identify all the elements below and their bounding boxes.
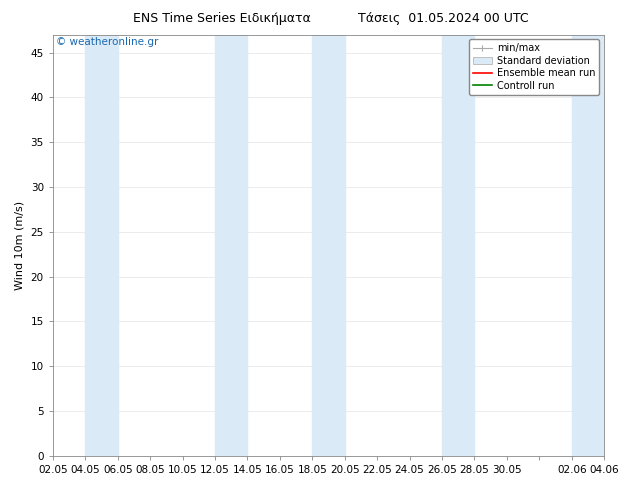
Text: Τάσεις  01.05.2024 00 UTC: Τάσεις 01.05.2024 00 UTC (358, 12, 529, 25)
Legend: min/max, Standard deviation, Ensemble mean run, Controll run: min/max, Standard deviation, Ensemble me… (469, 40, 599, 95)
Bar (85, 35, 118, 456)
Bar (313, 35, 345, 456)
Text: ENS Time Series Ειδικήματα: ENS Time Series Ειδικήματα (133, 12, 311, 25)
Bar (572, 35, 604, 456)
Text: © weatheronline.gr: © weatheronline.gr (56, 37, 158, 47)
Bar (442, 35, 474, 456)
Bar (215, 35, 247, 456)
Y-axis label: Wind 10m (m/s): Wind 10m (m/s) (15, 201, 25, 290)
